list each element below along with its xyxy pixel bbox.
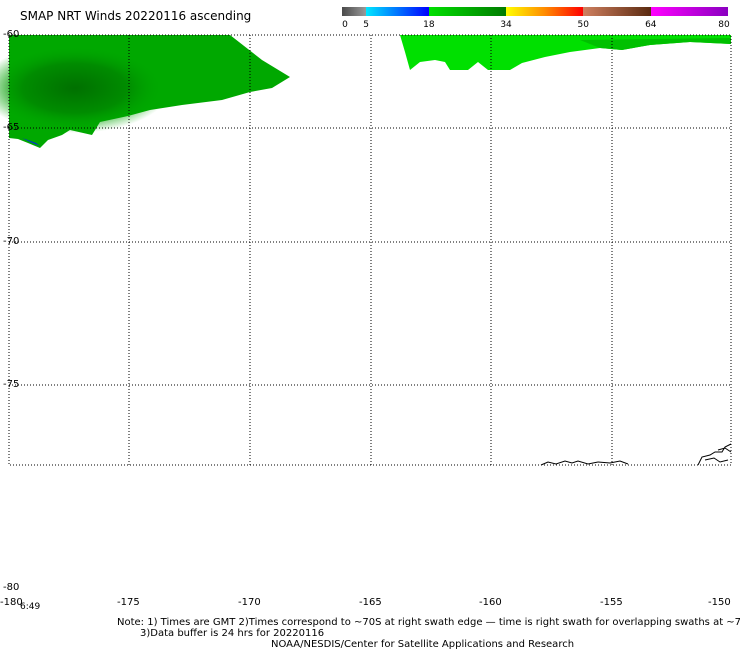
wind-swath-right-edge [580, 38, 731, 50]
note-line-1: Note: 1) Times are GMT 2)Times correspon… [117, 617, 740, 628]
colorbar-segment [650, 7, 728, 16]
colorbar-segment [428, 7, 507, 16]
lon-label: -175 [117, 597, 140, 608]
colorbar-tick-label: 80 [718, 20, 730, 30]
lon-label: -165 [359, 597, 382, 608]
lat-label: -80 [3, 582, 20, 593]
lon-label: -155 [600, 597, 623, 608]
swath-time-label: 6:49 [20, 602, 41, 612]
note-line-2: 3)Data buffer is 24 hrs for 20220116 [140, 628, 325, 639]
credit-line: NOAA/NESDIS/Center for Satellite Applica… [271, 639, 575, 650]
lat-label: -60 [3, 29, 20, 40]
lon-label: -160 [479, 597, 502, 608]
lat-label: -65 [3, 122, 20, 133]
colorbar-tick-label: 50 [577, 20, 589, 30]
wind-max-area [0, 43, 170, 133]
lat-label: -75 [3, 379, 20, 390]
colorbar-tick-label: 5 [363, 20, 369, 30]
lon-label: -180 [0, 597, 23, 608]
colorbar-tick-label: 18 [423, 20, 435, 30]
wind-low-patch [22, 138, 40, 146]
colorbar-segment [366, 7, 429, 16]
colorbar-tick-label: 34 [500, 20, 512, 30]
colorbar-segment [583, 7, 651, 16]
colorbar-tick-label: 0 [342, 20, 348, 30]
colorbar-tick-label: 64 [645, 20, 657, 30]
lat-label: -70 [3, 236, 20, 247]
wind-speed-colorbar [342, 7, 728, 16]
coastline [540, 443, 732, 466]
lon-label: -170 [238, 597, 261, 608]
colorbar-segment [342, 7, 367, 16]
colorbar-segment [506, 7, 584, 16]
lon-label: -150 [708, 597, 731, 608]
map-title: SMAP NRT Winds 20220116 ascending [20, 9, 252, 23]
